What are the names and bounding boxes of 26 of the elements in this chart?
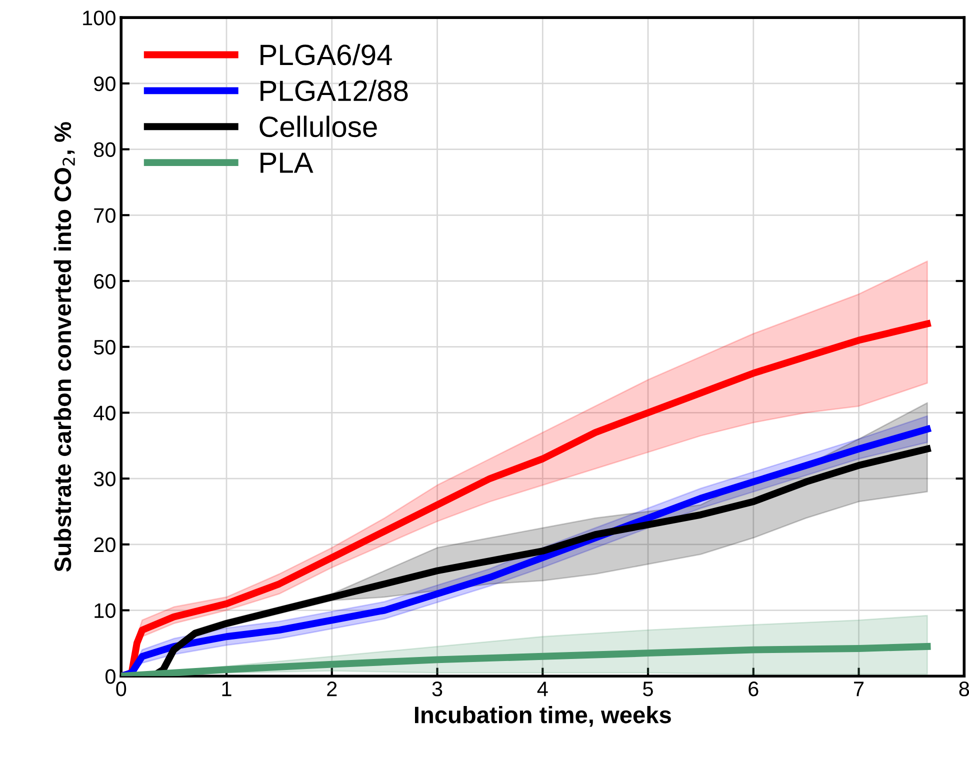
x-tick-label: 2 [327,682,337,696]
legend-label: PLGA12/88 [260,80,408,102]
x-tick-label: 3 [432,682,442,696]
legend-label: Cellulose [260,116,377,138]
y-tick-label: 30 [94,472,116,486]
y-tick-label: 0 [105,669,116,684]
x-tick-label: 4 [537,682,548,696]
y-tick-label: 100 [83,10,116,26]
x-tick-label: 7 [854,682,864,696]
y-tick-label: 80 [94,142,116,158]
y-tick-label: 60 [94,274,116,289]
x-tick-label: 6 [748,682,758,696]
x-tick-label: 1 [222,682,232,696]
x-tick-label: 8 [959,682,969,696]
y-tick-label: 90 [94,76,116,92]
x-axis-title: Incubation time, weeks [414,706,671,727]
x-tick-label: 5 [643,682,653,696]
y-tick-label: 70 [94,208,116,223]
y-tick-label: 20 [94,537,116,552]
y-tick-label: 40 [94,406,116,420]
y-tick-label: 50 [94,340,116,355]
legend-label: PLGA6/94 [260,44,392,66]
x-tick-label: 0 [116,682,126,696]
y-axis-title: Substrate carbon converted into CO$_{2}$, % [54,122,75,572]
y-tick-label: 10 [94,603,116,618]
legend-label: PLA [260,152,314,173]
